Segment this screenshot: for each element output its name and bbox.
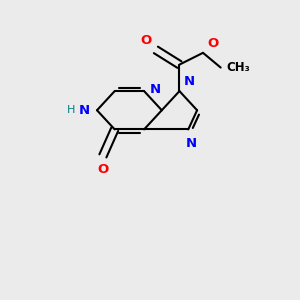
Text: H: H xyxy=(67,105,76,115)
Text: N: N xyxy=(79,104,90,117)
Text: N: N xyxy=(184,75,195,88)
Text: N: N xyxy=(186,137,197,150)
Text: CH₃: CH₃ xyxy=(226,61,250,74)
Text: O: O xyxy=(97,163,109,176)
Text: O: O xyxy=(140,34,152,47)
Text: O: O xyxy=(207,38,219,50)
Text: N: N xyxy=(149,83,161,96)
